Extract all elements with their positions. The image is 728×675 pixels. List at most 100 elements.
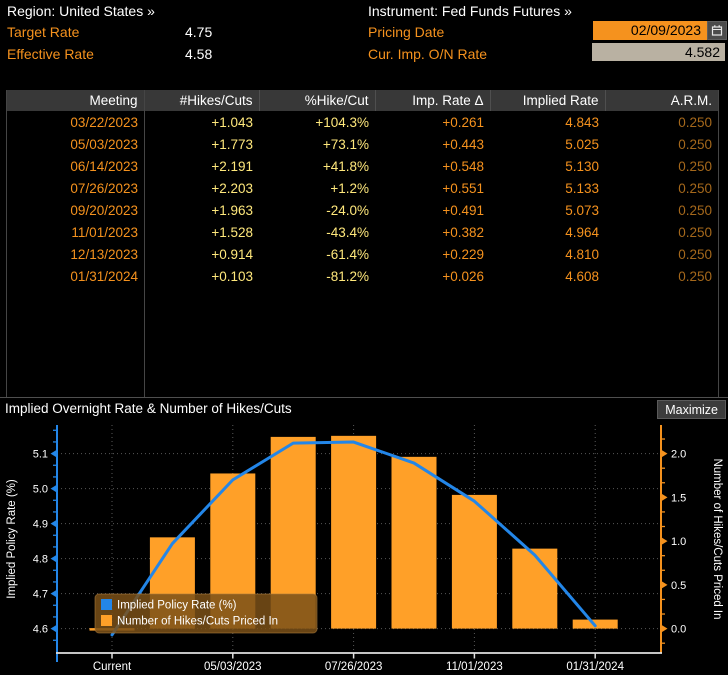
svg-text:0.0: 0.0 <box>671 624 686 636</box>
table-row[interactable]: 06/14/2023 +2.191 +41.8% +0.548 5.130 0.250 <box>7 155 718 177</box>
table-row[interactable]: 05/03/2023 +1.773 +73.1% +0.443 5.025 0.250 <box>7 133 718 155</box>
column-header: #Hikes/Cuts <box>143 90 259 111</box>
table-row[interactable]: 03/22/2023 +1.043 +104.3% +0.261 4.843 0.250 <box>7 111 718 133</box>
cell: +0.103 <box>211 268 253 284</box>
svg-text:1.5: 1.5 <box>671 492 686 504</box>
svg-text:Number of Hikes/Cuts Priced In: Number of Hikes/Cuts Priced In <box>117 616 278 628</box>
cur-imp-on-rate-field: 4.582 <box>592 43 725 61</box>
cell: 0.250 <box>678 268 712 284</box>
cell: 5.133 <box>565 180 599 196</box>
combo-chart-svg: 4.6 4.7 4.8 4.9 5.0 5.1 0.0 0.5 1.0 1.5 2.0 Current… <box>6 425 723 673</box>
pricing-date-label: Pricing Date <box>368 24 445 40</box>
column-header: A.R.M. <box>604 90 718 111</box>
svg-text:5.0: 5.0 <box>33 484 48 496</box>
svg-text:4.6: 4.6 <box>33 624 48 636</box>
svg-text:5.1: 5.1 <box>33 449 48 461</box>
cell: 01/31/2024 <box>70 268 138 284</box>
maximize-button[interactable]: Maximize <box>657 400 726 419</box>
cell: 5.130 <box>565 158 599 174</box>
svg-text:05/03/2023: 05/03/2023 <box>204 661 262 673</box>
instrument-link[interactable]: Instrument: Fed Funds Futures » <box>368 3 572 19</box>
cell: 0.250 <box>678 246 712 262</box>
cell: +0.382 <box>442 224 484 240</box>
table-row[interactable]: 07/26/2023 +2.203 +1.2% +0.551 5.133 0.250 <box>7 177 718 199</box>
cell: +73.1% <box>322 136 369 152</box>
cell: 0.250 <box>678 158 712 174</box>
column-header: Meeting <box>7 90 144 111</box>
cell: 0.250 <box>678 180 712 196</box>
svg-text:11/01/2023: 11/01/2023 <box>446 661 503 673</box>
cell: 0.250 <box>678 136 712 152</box>
cell: 09/20/2023 <box>70 202 138 218</box>
cell: -81.2% <box>326 268 369 284</box>
cell: +0.491 <box>442 202 484 218</box>
cell: +0.914 <box>211 246 253 262</box>
cell: +0.261 <box>442 114 484 130</box>
cell: +41.8% <box>322 158 369 174</box>
svg-text:07/26/2023: 07/26/2023 <box>325 661 383 673</box>
effective-rate-value: 4.58 <box>185 46 213 62</box>
cell: +0.551 <box>442 180 484 196</box>
svg-text:4.8: 4.8 <box>33 554 48 566</box>
table-row[interactable]: 01/31/2024 +0.103 -81.2% +0.026 4.608 0.250 <box>7 265 718 287</box>
svg-text:1.0: 1.0 <box>671 536 686 548</box>
cell: 5.025 <box>565 136 599 152</box>
target-rate-label: Target Rate <box>7 24 80 40</box>
cell: -43.4% <box>326 224 369 240</box>
table-row[interactable]: 12/13/2023 +0.914 -61.4% +0.229 4.810 0.250 <box>7 243 718 265</box>
cell: +2.191 <box>211 158 253 174</box>
region-link[interactable]: Region: United States » <box>7 3 155 19</box>
implied-rate-line <box>110 440 597 637</box>
svg-text:01/31/2024: 01/31/2024 <box>566 661 624 673</box>
chart-titlebar: Implied Overnight Rate & Number of Hikes… <box>0 397 728 420</box>
column-header: Imp. Rate Δ <box>374 90 490 111</box>
cell: 4.964 <box>565 224 599 240</box>
chart-area: 4.6 4.7 4.8 4.9 5.0 5.1 0.0 0.5 1.0 1.5 2.0 Current… <box>0 420 728 675</box>
cell: 4.843 <box>565 114 599 130</box>
cell: +1.963 <box>211 202 253 218</box>
cell: +2.203 <box>211 180 253 196</box>
pricing-date-input[interactable]: 02/09/2023 <box>593 21 707 40</box>
cell: +1.528 <box>211 224 253 240</box>
cell: 12/13/2023 <box>70 246 138 262</box>
rates-table: Meeting #Hikes/Cuts %Hike/Cut Imp. Rate Δ Im… <box>6 90 719 397</box>
cell: 0.250 <box>678 114 712 130</box>
cell: 06/14/2023 <box>70 158 138 174</box>
chart-title: Implied Overnight Rate & Number of Hikes… <box>5 401 292 416</box>
cell: 5.073 <box>565 202 599 218</box>
cur-imp-on-rate-label: Cur. Imp. O/N Rate <box>368 46 488 62</box>
cell: 4.810 <box>565 246 599 262</box>
calendar-button[interactable] <box>707 21 727 40</box>
target-rate-value: 4.75 <box>185 24 213 40</box>
table-row[interactable]: 11/01/2023 +1.528 -43.4% +0.382 4.964 0.250 <box>7 221 718 243</box>
cell: +1.773 <box>211 136 253 152</box>
svg-text:2.0: 2.0 <box>671 449 686 461</box>
left-axis-title: Implied Policy Rate (%) <box>6 479 18 599</box>
column-header: Implied Rate <box>489 90 605 111</box>
cell: 05/03/2023 <box>70 136 138 152</box>
cell: +1.043 <box>211 114 253 130</box>
cell: +104.3% <box>315 114 369 130</box>
cell: 0.250 <box>678 224 712 240</box>
svg-text:Implied Policy Rate (%): Implied Policy Rate (%) <box>117 600 237 612</box>
svg-text:4.7: 4.7 <box>33 589 48 601</box>
cell: 4.608 <box>565 268 599 284</box>
cell: +0.229 <box>442 246 484 262</box>
svg-text:Current: Current <box>93 661 132 673</box>
svg-text:0.5: 0.5 <box>671 580 686 592</box>
cell: +1.2% <box>330 180 369 196</box>
cell: -61.4% <box>326 246 369 262</box>
cell: +0.443 <box>442 136 484 152</box>
cell: 11/01/2023 <box>71 224 138 240</box>
right-axis-title: Number of Hikes/Cuts Priced In <box>711 458 723 619</box>
cell: +0.548 <box>442 158 484 174</box>
cell: +0.026 <box>442 268 484 284</box>
effective-rate-label: Effective Rate <box>7 46 94 62</box>
column-header: %Hike/Cut <box>258 90 375 111</box>
cell: 03/22/2023 <box>70 114 138 130</box>
cell: -24.0% <box>326 202 369 218</box>
column-divider <box>144 90 145 397</box>
cell: 0.250 <box>678 202 712 218</box>
table-row[interactable]: 09/20/2023 +1.963 -24.0% +0.491 5.073 0.250 <box>7 199 718 221</box>
